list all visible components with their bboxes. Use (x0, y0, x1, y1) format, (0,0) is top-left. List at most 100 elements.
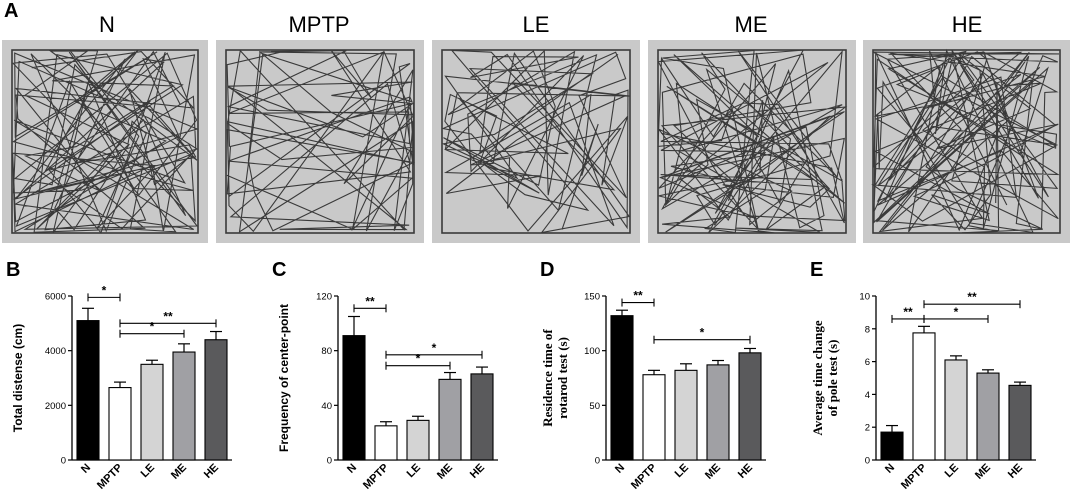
chart-d: D Residence time of rotarod test (s) 0 50 100… (540, 259, 766, 492)
sig-label: ** (365, 294, 375, 308)
x-tick-label: ME (973, 462, 993, 482)
sig-label: * (150, 320, 155, 334)
y-axis-label: Average time change (810, 320, 825, 436)
x-tick-label: LE (405, 462, 423, 480)
panel-letter: C (272, 259, 286, 281)
y-tick-label: 10 (859, 292, 870, 303)
bar-mptp (642, 374, 666, 461)
x-tick-label: N (79, 462, 93, 476)
arena-trace-n (2, 40, 208, 243)
y-tick-label: 120 (316, 292, 332, 303)
sig-label: ** (163, 309, 173, 323)
y-tick-label: 0 (327, 456, 332, 467)
arena-trace-he (863, 40, 1070, 243)
x-tick-label: ME (703, 462, 723, 482)
sig-label: ** (633, 289, 643, 303)
bar-n (880, 431, 904, 461)
y-tick-label: 80 (321, 346, 332, 357)
trace-me-svg (657, 49, 848, 234)
y-tick-label: 0 (595, 456, 600, 467)
bar-le (944, 359, 968, 461)
y-axis-label: Frequency of center-point (277, 304, 291, 452)
x-tick-label: N (345, 462, 359, 476)
y-axis-label: Residence time of (540, 329, 555, 427)
panel-letter: B (6, 259, 20, 281)
trace-le-svg (441, 49, 631, 234)
arena-label-me: ME (734, 12, 768, 37)
sig-label: ** (903, 305, 913, 319)
x-tick-label: MPTP (899, 462, 929, 492)
bar-me (976, 372, 1000, 461)
y-axis-label: rotarod test (s) (555, 337, 570, 419)
arena-border-trace (11, 49, 199, 234)
sig-label: ** (967, 290, 977, 304)
y-tick-label: 8 (865, 324, 870, 335)
chart-c: C Frequency of center-point 0 40 80 120 N MPTP L… (272, 259, 498, 492)
x-tick-label: HE (736, 462, 755, 481)
arena-border-trace (225, 49, 415, 234)
bar-le (406, 419, 430, 461)
bar-le (674, 369, 698, 461)
bar-he (204, 339, 228, 461)
bar-he (470, 373, 494, 461)
x-tick-label: LE (673, 462, 691, 480)
x-tick-label: MPTP (629, 462, 659, 492)
x-tick-label: LE (943, 462, 961, 480)
panel-letter: E (810, 259, 823, 281)
arena-label-mptp: MPTP (288, 12, 350, 37)
movement-trace (441, 49, 631, 234)
bar-n (342, 335, 366, 461)
chart-b: B Total distense (cm) 0 2000 4000 6000 N MPTP LE… (6, 259, 232, 492)
sig-label: * (102, 283, 107, 297)
bar-me (172, 351, 196, 461)
bar-n (610, 315, 634, 461)
x-tick-label: ME (169, 462, 189, 482)
x-tick-label: LE (139, 462, 157, 480)
y-tick-label: 100 (584, 346, 600, 357)
movement-trace (657, 49, 848, 234)
y-tick-label: 2 (865, 423, 870, 434)
movement-trace (11, 49, 199, 234)
trace-n-svg (11, 49, 199, 234)
sig-label: * (416, 352, 421, 366)
y-axis-label: Total distense (cm) (11, 324, 25, 432)
x-tick-label: ME (435, 462, 455, 482)
arena-trace-mptp (216, 40, 424, 243)
trace-he-svg (871, 48, 1061, 234)
bar-le (140, 363, 164, 461)
movement-trace (871, 48, 1060, 234)
arena-border-trace (657, 49, 847, 234)
arena-border-trace (872, 49, 1061, 234)
y-tick-label: 150 (584, 292, 600, 303)
y-tick-label: 0 (61, 456, 66, 467)
y-axis-label: of pole test (s) (825, 340, 840, 417)
x-tick-label: N (613, 462, 627, 476)
bar-mptp (108, 387, 132, 461)
chart-e: E Average time change of pole test (s) 0 2 4 6… (810, 259, 1036, 492)
panel-a-letter: A (4, 0, 19, 22)
y-tick-label: 6 (865, 357, 870, 368)
arena-trace-le (432, 40, 640, 243)
bar-he (1008, 384, 1032, 461)
sig-label: * (700, 326, 705, 340)
bar-me (706, 364, 730, 461)
sig-label: * (432, 341, 437, 355)
y-tick-label: 4 (865, 390, 870, 401)
y-tick-label: 6000 (45, 292, 66, 303)
x-tick-label: HE (202, 462, 221, 481)
y-tick-label: 50 (589, 401, 600, 412)
x-tick-label: MPTP (361, 462, 391, 492)
sig-label: * (954, 305, 959, 319)
x-tick-label: HE (468, 462, 487, 481)
bar-me (438, 378, 462, 461)
x-tick-label: N (883, 462, 897, 476)
trace-mptp-svg (225, 49, 416, 234)
bar-he (738, 352, 762, 461)
movement-trace (226, 49, 416, 233)
arena-trace-me (648, 40, 856, 243)
y-tick-label: 0 (865, 456, 870, 467)
x-tick-label: MPTP (95, 462, 125, 492)
arena-border-trace (441, 49, 631, 234)
bar-n (76, 320, 100, 461)
y-tick-label: 40 (321, 401, 332, 412)
